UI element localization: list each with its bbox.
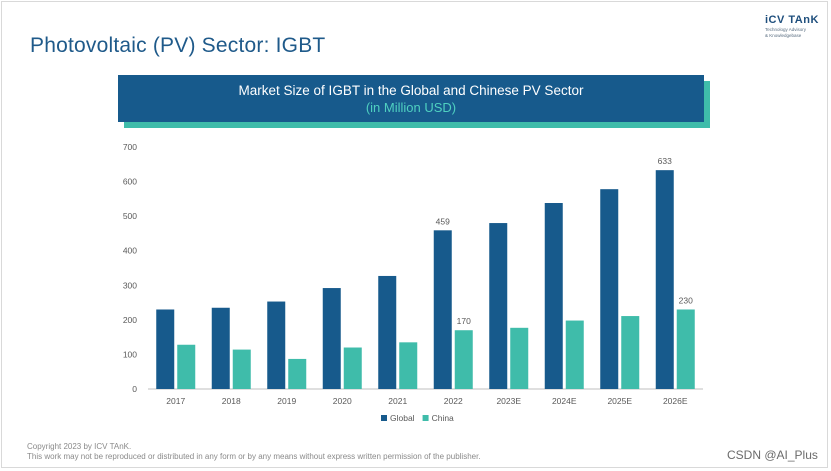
logo-name: iCV TAnK bbox=[765, 14, 819, 26]
legend-label-global: Global bbox=[390, 413, 415, 423]
y-tick-label: 400 bbox=[123, 246, 137, 256]
bar-china-2020 bbox=[343, 347, 362, 389]
watermark: CSDN @AI_Plus bbox=[727, 448, 818, 462]
data-label: 230 bbox=[679, 295, 693, 305]
bar-china-2018 bbox=[232, 349, 251, 389]
x-tick-label: 2017 bbox=[166, 396, 185, 406]
y-tick-label: 0 bbox=[132, 384, 137, 394]
x-tick-label: 2026E bbox=[663, 396, 688, 406]
y-tick-label: 200 bbox=[123, 315, 137, 325]
bar-china-2024e bbox=[565, 320, 584, 389]
x-tick-label: 2025E bbox=[607, 396, 632, 406]
bar-global-2020 bbox=[322, 288, 341, 389]
x-tick-label: 2022 bbox=[444, 396, 463, 406]
bar-global-2025e bbox=[600, 189, 619, 389]
data-label: 459 bbox=[436, 216, 450, 226]
chart-subtitle: (in Million USD) bbox=[365, 100, 457, 115]
y-tick-label: 700 bbox=[123, 142, 137, 152]
bar-china-2025e bbox=[621, 316, 640, 389]
copyright-notice: Copyright 2023 by ICV TAnK. This work ma… bbox=[27, 442, 481, 462]
bar-china-2021 bbox=[399, 342, 418, 389]
data-label: 633 bbox=[658, 156, 672, 166]
copyright-line-2: This work may not be reproduced or distr… bbox=[27, 452, 481, 461]
logo-tagline-2: & Knowledgebase bbox=[765, 33, 802, 38]
x-tick-label: 2018 bbox=[222, 396, 241, 406]
bar-china-2019 bbox=[288, 358, 307, 389]
bar-china-2017 bbox=[177, 344, 196, 389]
copyright-line-1: Copyright 2023 by ICV TAnK. bbox=[27, 442, 132, 451]
logo-tagline-1: Technology Advisory bbox=[765, 27, 807, 32]
x-tick-label: 2019 bbox=[277, 396, 296, 406]
y-tick-label: 100 bbox=[123, 349, 137, 359]
bar-global-2023e bbox=[489, 223, 508, 389]
bar-global-2026e bbox=[655, 170, 674, 389]
bar-china-2023e bbox=[510, 327, 529, 389]
bar-global-2024e bbox=[544, 203, 563, 389]
page-title: Photovoltaic (PV) Sector: IGBT bbox=[30, 34, 326, 57]
bar-global-2018 bbox=[211, 307, 230, 389]
y-tick-label: 500 bbox=[123, 211, 137, 221]
bar-china-2022 bbox=[454, 330, 473, 389]
chart-title: Market Size of IGBT in the Global and Ch… bbox=[238, 83, 584, 98]
legend-swatch-china bbox=[422, 415, 429, 421]
x-tick-label: 2023E bbox=[496, 396, 521, 406]
y-tick-label: 300 bbox=[123, 280, 137, 290]
legend-label-china: China bbox=[432, 413, 454, 423]
bar-china-2026e bbox=[676, 309, 695, 389]
chart-title-banner: Market Size of IGBT in the Global and Ch… bbox=[118, 75, 704, 122]
bar-global-2019 bbox=[267, 301, 286, 389]
x-tick-label: 2020 bbox=[333, 396, 352, 406]
x-tick-label: 2024E bbox=[552, 396, 577, 406]
data-label: 170 bbox=[457, 316, 471, 326]
x-tick-label: 2021 bbox=[388, 396, 407, 406]
y-tick-label: 600 bbox=[123, 177, 137, 187]
bar-global-2017 bbox=[156, 309, 175, 389]
brand-logo: iCV TAnK Technology Advisory & Knowledge… bbox=[765, 14, 825, 38]
bar-global-2022 bbox=[433, 230, 452, 389]
bar-global-2021 bbox=[378, 275, 397, 389]
legend-swatch-global bbox=[381, 415, 387, 421]
